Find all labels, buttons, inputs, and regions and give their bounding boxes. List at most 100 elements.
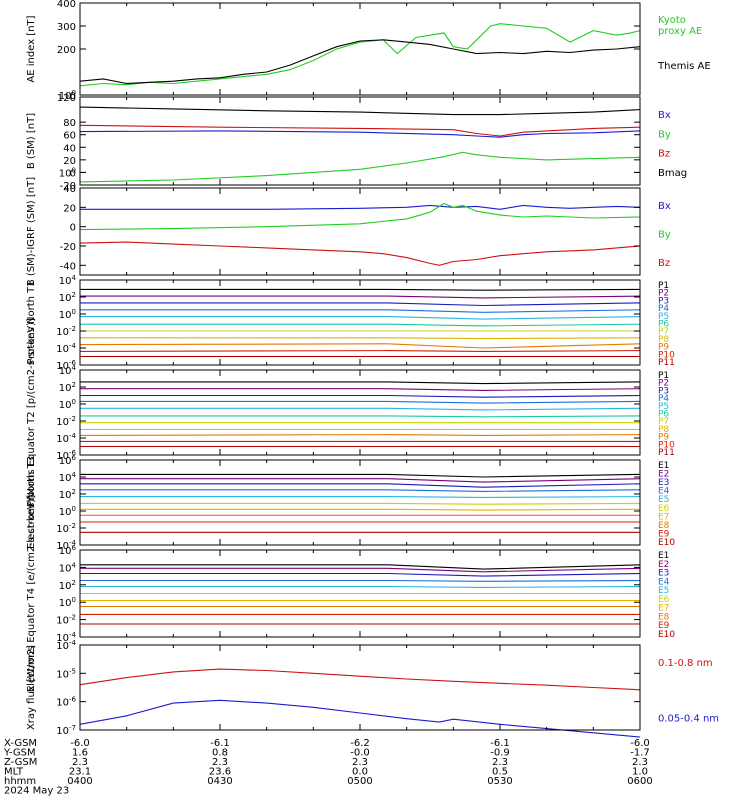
ytick-label: 100 xyxy=(59,398,76,411)
ytick-label: 102 xyxy=(59,488,76,501)
ytick-label: -20 xyxy=(60,242,76,253)
ytick-label: 200 xyxy=(57,45,76,56)
ytick-label: 300 xyxy=(57,22,76,33)
ytick-label: 400 xyxy=(57,0,76,10)
xrow-value: 1.0 xyxy=(632,767,648,778)
series-line-0.1-0.8 nm xyxy=(79,668,641,691)
series-line-E3 xyxy=(80,572,641,577)
ytick-label: 0 xyxy=(70,168,76,179)
legend-0.05-0.4 nm: 0.05-0.4 nm xyxy=(658,713,719,724)
series-line-E5 xyxy=(80,496,641,498)
legend-Bz: Bz xyxy=(658,258,670,269)
series-line-P10 xyxy=(79,350,641,352)
xrow-value: 0600 xyxy=(627,776,652,787)
legend-E9: E9 xyxy=(658,621,670,631)
series-line-P6 xyxy=(80,415,641,418)
panel-6: E1E2E3E4E5E6E7E8E9E1010-410-210010210410… xyxy=(26,454,675,552)
legend-Bx: Bx xyxy=(658,110,671,121)
ytick-label: 102 xyxy=(59,381,76,394)
panel-3: Bx By Bz -40 -20 0 20 40 B (SM)-IGRF (SM) [nT] xyxy=(26,177,671,286)
xrow-value: 2.3 xyxy=(492,757,508,768)
legend-E8: E8 xyxy=(658,521,670,531)
legend-E2: E2 xyxy=(658,470,669,480)
date-label: 2024 May 23 xyxy=(4,786,69,797)
xrow-value: 0.0 xyxy=(352,767,368,778)
ytick-label: 20 xyxy=(63,156,76,167)
series-line-P9 xyxy=(79,343,641,349)
ytick-label: 100 xyxy=(59,505,76,518)
xrow-value: -6.0 xyxy=(630,738,650,749)
ytick-label: 10-2 xyxy=(56,522,76,535)
ylabel: B (SM) [nT] xyxy=(26,113,37,169)
ytick-label: 10-2 xyxy=(56,415,76,428)
ylabel: Electrons North T3 xyxy=(26,456,37,549)
panel-5: P1P2P3P4P5P6P7P8P9P10P1110-610-410-21001… xyxy=(26,318,675,507)
series-line-P5 xyxy=(80,407,641,411)
xrow-value: 0530 xyxy=(487,776,512,787)
series-line-P1 xyxy=(80,288,641,291)
series-line-E1 xyxy=(80,473,641,478)
legend-P10: P10 xyxy=(658,350,675,360)
legend-Bz: Bz xyxy=(658,149,670,160)
legend-Bx: Bx xyxy=(658,201,671,212)
xrow-value: -6.1 xyxy=(490,738,510,749)
xrow-value: 0.8 xyxy=(212,748,228,759)
ytick-label: 104 xyxy=(59,471,77,484)
legend-P6: P6 xyxy=(658,410,669,420)
ylabel: AE index [nT] xyxy=(26,15,37,82)
legend-P3: P3 xyxy=(658,296,669,306)
legend-E9: E9 xyxy=(658,529,670,539)
xrow-value: 2.3 xyxy=(632,757,648,768)
ytick-label: 106 xyxy=(59,544,77,557)
legend-Bmag: Bmag xyxy=(658,168,687,179)
ytick-label: 10-7 xyxy=(56,724,76,737)
legend-E3: E3 xyxy=(658,478,669,488)
series-line-E2 xyxy=(80,567,641,573)
xrow-value: 2.3 xyxy=(212,757,228,768)
xrow-value: -6.2 xyxy=(350,738,370,749)
legend-E6: E6 xyxy=(658,595,670,605)
legend-P7: P7 xyxy=(658,327,669,337)
panel-frame xyxy=(79,187,641,276)
legend-E2: E2 xyxy=(658,560,669,570)
legend-By: By xyxy=(658,129,671,140)
xrow-value: 0500 xyxy=(347,776,372,787)
xrow-value: -6.1 xyxy=(210,738,230,749)
ylabel: Protons Equator T2 [p/(cm2-s-sr-keV)] xyxy=(26,318,37,507)
series-line-P5 xyxy=(80,316,641,320)
ytick-label: 10-2 xyxy=(56,325,76,338)
xrow-value: 1.6 xyxy=(72,748,88,759)
series-line-P8 xyxy=(80,337,641,340)
ytick-label: 10-5 xyxy=(56,667,76,680)
ytick-label: 40 xyxy=(63,184,76,195)
ytick-label: 10-4 xyxy=(56,342,76,355)
ytick-label: 20 xyxy=(63,203,76,214)
series-line-E1 xyxy=(80,564,641,570)
legend-E4: E4 xyxy=(658,487,670,497)
legend-Themis AE: Themis AE xyxy=(657,61,711,72)
xrow-label: Z-GSM xyxy=(4,757,37,768)
ytick-label: 102 xyxy=(59,291,76,304)
series-line-E4 xyxy=(80,579,641,582)
legend-P6: P6 xyxy=(658,320,669,330)
legend-P2: P2 xyxy=(658,379,669,389)
series-line-E2 xyxy=(80,478,641,483)
series-line-E5 xyxy=(80,585,641,588)
series-line-P3 xyxy=(80,302,641,307)
legend-P4: P4 xyxy=(658,304,669,314)
legend-P1: P1 xyxy=(658,371,669,381)
legend-Kyoto proxy AE: Kyoto proxy AE xyxy=(658,15,702,37)
series-line-By xyxy=(79,151,641,183)
xrow-value: 23.6 xyxy=(209,767,231,778)
series-line-Bz xyxy=(79,124,641,137)
ytick-label: -40 xyxy=(60,261,76,272)
series-line-P2 xyxy=(80,295,641,299)
ylabel: Xray flux [W/m2] xyxy=(26,645,37,730)
panel-7: E1E2E3E4E5E6E7E8E9E1010-410-210010210410… xyxy=(26,495,675,692)
series-line-By xyxy=(79,202,641,231)
xrow-value: 0.5 xyxy=(492,767,508,778)
legend-E3: E3 xyxy=(658,569,669,579)
ytick-label: 0 xyxy=(70,91,76,102)
xrow-label: hhmm xyxy=(4,776,36,787)
